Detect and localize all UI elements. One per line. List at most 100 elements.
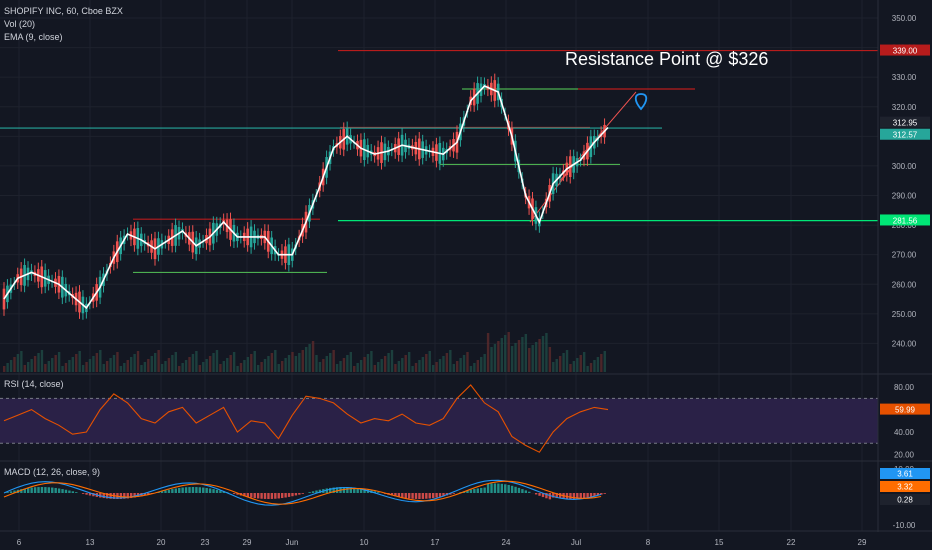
macd-histogram-bar [105,493,109,499]
macd-histogram-bar [40,487,44,493]
volume-bar [562,353,565,372]
volume-bar [383,356,387,372]
rsi-tick-label: 40.00 [894,428,915,437]
volume-bar [54,355,57,372]
volume-bar [291,352,294,372]
macd-histogram-bar [27,487,30,493]
macd-histogram-bar [51,487,54,493]
volume-bar [600,354,603,372]
macd-histogram-bar [414,493,418,499]
macd-histogram-bar [47,487,51,493]
volume-bar [208,356,212,372]
macd-histogram-bar [188,487,191,493]
volume-bar [246,357,250,372]
macd-histogram-bar [311,491,315,493]
x-tick-label: 17 [431,538,440,547]
volume-bar [61,366,64,372]
volume-bar [514,343,517,372]
macd-histogram-bar [528,491,531,493]
macd-histogram-bar [521,489,524,493]
macd-histogram-bar [318,489,322,493]
volume-bar [528,348,531,372]
volume-bar [349,352,353,372]
macd-histogram-bar [373,491,377,493]
volume-bar [394,364,397,372]
volume-bar [572,361,576,372]
trend-lines [0,49,878,274]
macd-histogram-bar [267,493,270,499]
resistance-annotation: Resistance Point @ $326 [565,49,769,69]
macd-histogram-bar [61,489,64,493]
volume-bar [521,337,524,372]
volume-bars [3,332,606,372]
macd-histogram-bar [593,493,596,497]
volume-bar [181,363,184,372]
volume-bar [504,335,507,372]
price-tag [880,44,930,56]
volume-bar [517,340,521,372]
volume-bar [370,351,373,372]
macd-histogram-bar [274,493,277,499]
volume-bar [212,353,215,372]
y-tick-label: 260.00 [892,280,917,289]
volume-bar [380,359,383,372]
candle-body [2,288,6,310]
volume-bar [356,363,359,372]
macd-histogram-bar [23,488,26,493]
volume-bar [305,347,308,372]
macd-histogram-bar [600,493,603,495]
volume-bar [569,364,572,372]
volume-bar [3,366,6,372]
volume-bar [586,366,589,372]
macd-histogram-bar [545,493,548,499]
x-tick-label: 20 [157,538,166,547]
price-tag-label: 281.56 [893,216,918,225]
volume-bar [325,356,328,372]
macd-histogram-bar [589,493,593,497]
macd-histogram-bar [167,489,171,493]
rsi-legend: RSI (14, close) [4,379,64,389]
volume-bar [493,344,497,372]
volume-bar [456,361,459,372]
volume-bar [449,350,452,372]
macd-histogram-bar [143,493,147,496]
volume-bar [500,338,504,372]
macd-histogram-bar [404,493,407,499]
macd-histogram-bar [129,493,133,499]
macd-histogram-bar [421,493,425,499]
macd-histogram-bar [452,493,455,494]
volume-bar [16,354,20,372]
macd-histogram-bar [401,493,404,498]
volume-bar [236,366,239,372]
macd-histogram-bar [397,493,401,497]
volume-bar [524,334,528,372]
macd-histogram-bar [329,487,332,493]
macd-histogram-bar [569,493,572,499]
volume-bar [27,362,30,372]
macd-histogram-bar [88,493,92,496]
volume-bar [565,350,569,372]
macd-histogram-bar [260,493,263,499]
volume-bar [287,355,291,372]
macd-histogram-bar [71,491,75,493]
volume-bar [445,353,449,372]
macd-histogram-bar [394,493,397,497]
volume-bar [311,341,315,372]
macd-histogram-bar [476,488,479,493]
volume-bar [256,365,260,372]
macd-histogram-bar [219,490,222,493]
volume-bar [414,363,418,372]
volume-bar [277,364,280,372]
y-tick-label: 240.00 [892,339,917,348]
volume-bar [462,355,466,372]
volume-bar [418,360,421,372]
volume-bar [263,359,267,372]
macd-histogram-bar [517,487,521,493]
candles [2,73,606,320]
macd-histogram-bar [75,492,78,493]
macd-histogram-bar [195,487,198,493]
volume-bar [538,339,541,372]
macd-histogram-bar [37,487,40,493]
volume-bar [102,364,105,372]
